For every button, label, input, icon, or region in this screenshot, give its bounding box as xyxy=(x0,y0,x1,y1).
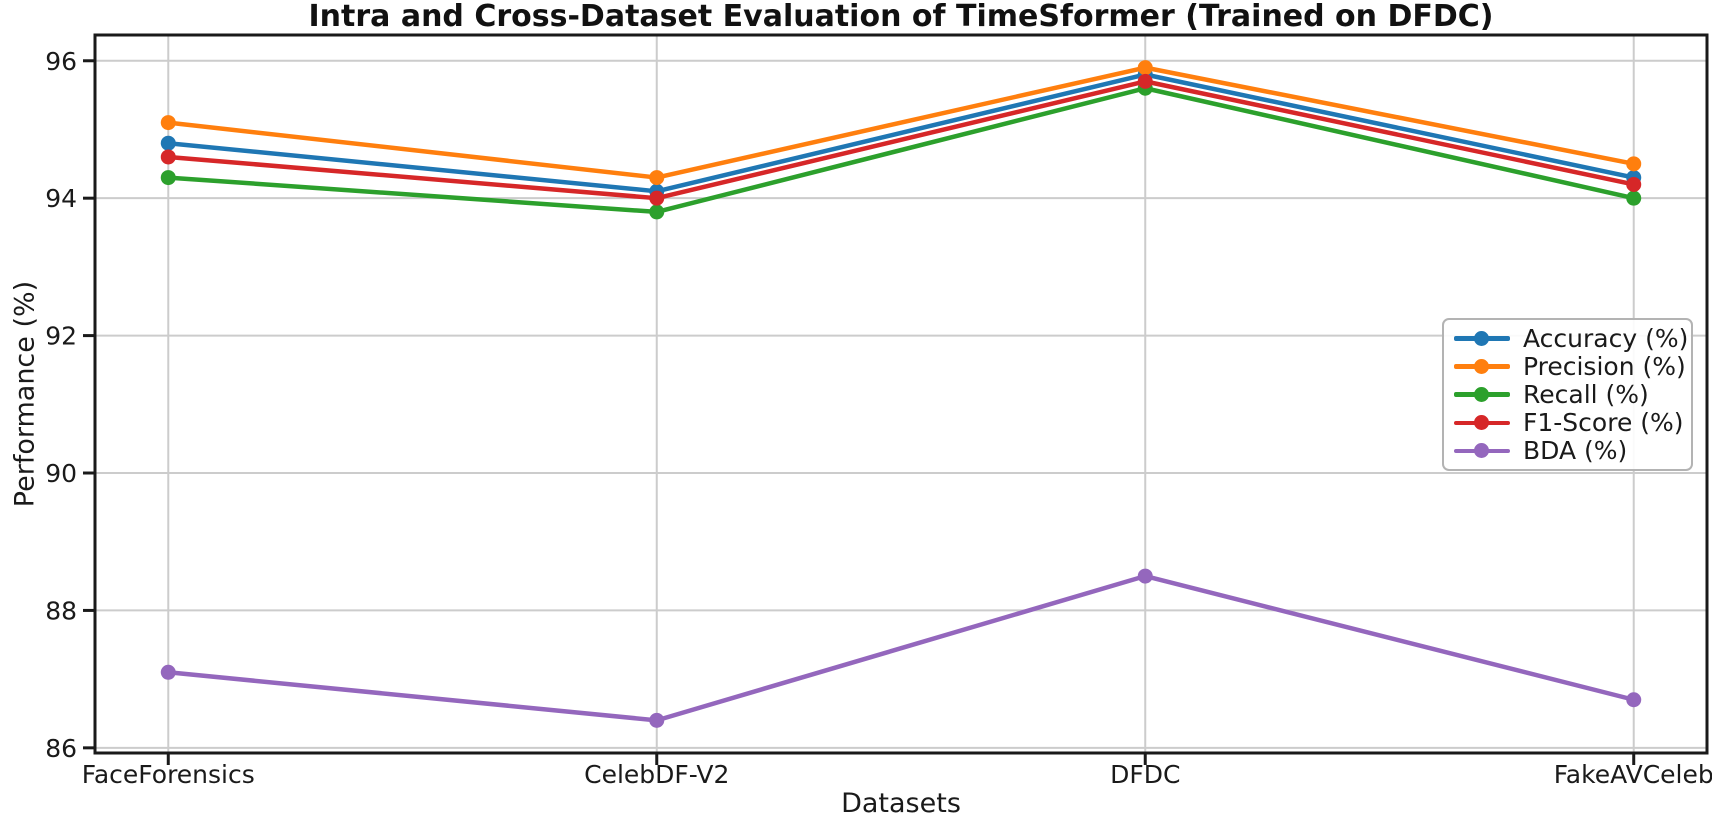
legend-line-marker-icon xyxy=(1454,443,1510,459)
legend-entry-accuracy: Accuracy (%) xyxy=(1454,324,1688,353)
series-line-bda xyxy=(168,573,1635,723)
data-point-bda-2 xyxy=(1137,568,1153,584)
x-tick-label: DFDC xyxy=(1110,760,1180,789)
legend-entry-recall: Recall (%) xyxy=(1454,379,1683,409)
y-tick-label: 90 xyxy=(45,459,77,488)
legend-line-marker-icon xyxy=(1454,415,1510,431)
data-point-bda-3 xyxy=(1626,692,1642,708)
legend: Accuracy (%) Precision (%) Recall (%) F1-Sc… xyxy=(1442,318,1693,471)
y-tick-label: 94 xyxy=(45,184,77,213)
legend-label: BDA (%) xyxy=(1523,436,1628,466)
data-point-f1-score-0 xyxy=(160,149,176,165)
legend-label: Precision (%) xyxy=(1523,351,1686,381)
legend-label: Recall (%) xyxy=(1523,379,1649,409)
series-line-f1-score xyxy=(168,79,1635,201)
data-point-f1-score-3 xyxy=(1626,176,1642,192)
legend-label: Accuracy (%) xyxy=(1523,323,1689,353)
legend-line-marker-icon xyxy=(1454,358,1510,374)
y-tick-label: 96 xyxy=(45,47,77,76)
chart-title: Intra and Cross-Dataset Evaluation of Ti… xyxy=(308,0,1494,34)
series-line-recall xyxy=(168,85,1635,215)
x-axis-label: Datasets xyxy=(841,788,961,819)
data-point-recall-1 xyxy=(649,204,665,220)
data-point-recall-3 xyxy=(1626,190,1642,206)
x-tick-label: CelebDF-V2 xyxy=(584,760,729,789)
data-point-recall-0 xyxy=(160,170,176,186)
legend-entry-f1-score: F1-Score (%) xyxy=(1454,408,1684,438)
x-tick-label: FaceForensics xyxy=(82,760,255,789)
legend-line-marker-icon xyxy=(1454,330,1510,346)
axes-spines xyxy=(93,33,1709,755)
data-point-precision-2 xyxy=(1137,60,1153,76)
data-point-f1-score-2 xyxy=(1137,73,1153,89)
y-tick-label: 86 xyxy=(45,734,77,763)
series-line-precision xyxy=(168,65,1635,180)
data-point-precision-1 xyxy=(649,170,665,186)
legend-line-marker-icon xyxy=(1454,386,1510,402)
series-line-accuracy xyxy=(168,72,1635,194)
data-point-accuracy-0 xyxy=(160,135,176,151)
y-tick-label: 88 xyxy=(45,596,77,625)
data-point-precision-0 xyxy=(160,115,176,131)
legend-label: F1-Score (%) xyxy=(1523,408,1684,438)
data-point-f1-score-1 xyxy=(649,190,665,206)
y-tick-label: 92 xyxy=(45,322,77,351)
data-point-bda-1 xyxy=(649,712,665,728)
legend-entry-bda: BDA (%) xyxy=(1454,436,1683,466)
legend-entry-precision: Precision (%) xyxy=(1454,351,1686,381)
x-tick-label: FakeAVCeleb xyxy=(1554,760,1712,789)
data-point-precision-3 xyxy=(1626,156,1642,172)
data-point-bda-0 xyxy=(160,664,176,680)
